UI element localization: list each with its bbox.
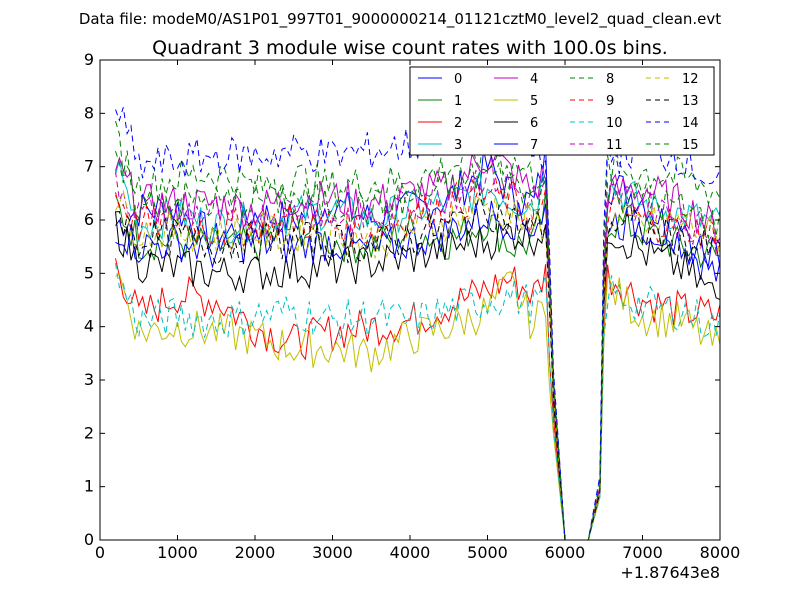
legend-label-0: 0	[454, 72, 462, 87]
y-tick-label: 0	[84, 530, 94, 549]
series-line-11	[115, 156, 720, 540]
series-line-1	[115, 191, 720, 540]
legend-label-4: 4	[530, 72, 538, 87]
y-tick-label: 6	[84, 210, 94, 229]
legend-label-11: 11	[606, 138, 623, 153]
legend-label-7: 7	[530, 138, 538, 153]
y-tick-label: 1	[84, 477, 94, 496]
x-tick-label: 7000	[622, 543, 663, 562]
x-tick-label: 1000	[157, 543, 198, 562]
x-tick-label: 3000	[312, 543, 353, 562]
x-tick-label: 0	[95, 543, 105, 562]
x-tick-label: 6000	[545, 543, 586, 562]
legend-label-8: 8	[606, 72, 614, 87]
data-file-suptitle: Data file: modeM0/AS1P01_997T01_90000002…	[79, 10, 721, 29]
x-tick-label: 2000	[235, 543, 276, 562]
series-line-14	[115, 107, 720, 540]
y-tick-label: 7	[84, 157, 94, 176]
x-tick-label: 8000	[700, 543, 741, 562]
y-tick-label: 4	[84, 317, 94, 336]
series-line-15	[115, 150, 720, 540]
x-offset-label: +1.87643e8	[620, 563, 720, 582]
chart-title: Quadrant 3 module wise count rates with …	[152, 37, 668, 59]
x-tick-label: 5000	[467, 543, 508, 562]
y-tick-label: 3	[84, 370, 94, 389]
legend-label-9: 9	[606, 94, 614, 109]
axis-ticks: 0 1000 2000 3000 4000 5000 6000 7000 80000123456…	[84, 50, 741, 562]
legend-label-10: 10	[606, 116, 623, 131]
legend-label-13: 13	[682, 94, 699, 109]
series-line-2	[115, 258, 720, 540]
series-line-13	[115, 192, 720, 540]
legend-box	[409, 66, 715, 156]
legend-label-15: 15	[682, 138, 699, 153]
legend-label-1: 1	[454, 94, 462, 109]
legend-label-14: 14	[682, 116, 699, 131]
legend-label-12: 12	[682, 72, 699, 87]
x-tick-label: 4000	[390, 543, 431, 562]
series-layer	[115, 107, 720, 540]
series-line-3	[115, 160, 720, 540]
series-line-5	[115, 271, 720, 540]
legend-label-5: 5	[530, 94, 538, 109]
legend-label-3: 3	[454, 138, 462, 153]
y-tick-label: 2	[84, 423, 94, 442]
y-tick-label: 8	[84, 103, 94, 122]
legend-label-6: 6	[530, 116, 538, 131]
legend-label-2: 2	[454, 116, 462, 131]
series-line-7	[115, 200, 720, 540]
series-line-10	[115, 263, 720, 540]
plot-frame	[99, 59, 721, 541]
series-line-4	[115, 152, 720, 540]
series-line-9	[115, 176, 720, 540]
y-tick-label: 9	[84, 50, 94, 69]
series-line-6	[115, 211, 720, 540]
y-tick-label: 5	[84, 263, 94, 282]
series-line-12	[115, 189, 720, 540]
series-line-8	[115, 121, 720, 540]
